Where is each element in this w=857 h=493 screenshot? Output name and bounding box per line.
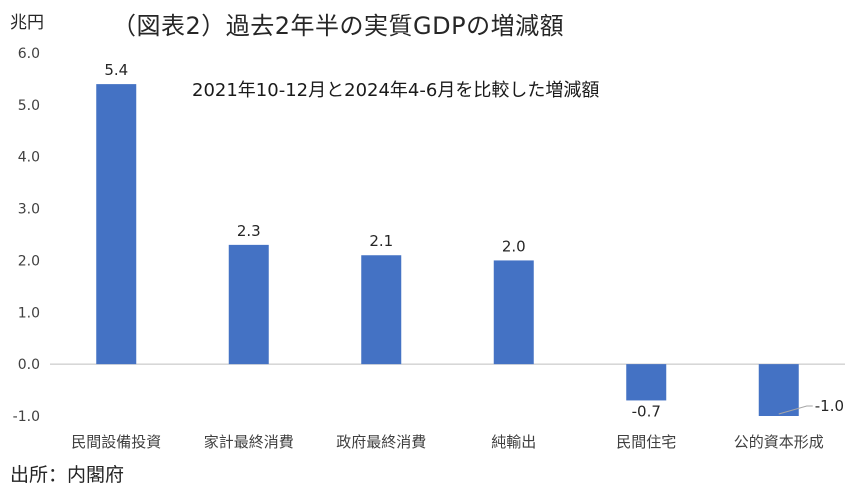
- source-note: 出所：内閣府: [10, 464, 125, 486]
- chart-subtitle: 2021年10-12月と2024年4-6月を比較した増減額: [192, 80, 599, 101]
- y-tick-label: 3.0: [18, 202, 40, 218]
- bar: [493, 260, 534, 365]
- bar: [361, 255, 402, 365]
- data-label: 2.3: [237, 222, 261, 240]
- category-label: 政府最終消費: [336, 433, 426, 451]
- category-label: 民間設備投資: [71, 433, 161, 451]
- data-labels: 5.4 2.3 2.1 2.0 -0.7 -1.0: [104, 61, 844, 420]
- data-label: -0.7: [632, 402, 661, 420]
- y-tick-label: -1.0: [13, 409, 40, 425]
- bars: [96, 84, 799, 416]
- bar: [626, 364, 667, 401]
- y-tick-label: 1.0: [18, 305, 40, 321]
- data-label: 5.4: [104, 61, 128, 79]
- chart-title: （図表2）過去2年半の実質GDPの増減額: [112, 12, 565, 40]
- category-label: 公的資本形成: [734, 433, 824, 451]
- bar: [758, 364, 799, 416]
- category-label: 純輸出: [491, 433, 536, 451]
- bar: [96, 84, 137, 365]
- category-label: 民間住宅: [616, 433, 676, 451]
- y-axis-unit: 兆円: [10, 13, 44, 33]
- y-tick-label: 6.0: [18, 46, 40, 62]
- y-tick-label: 5.0: [18, 98, 40, 114]
- data-label: 2.0: [502, 237, 526, 255]
- y-tick-label: 0.0: [18, 357, 40, 373]
- bar: [228, 244, 269, 365]
- category-labels: 民間設備投資 家計最終消費 政府最終消費 純輸出 民間住宅 公的資本形成: [71, 433, 824, 451]
- y-axis-ticks: -1.0 0.0 1.0 2.0 3.0 4.0 5.0 6.0: [13, 46, 40, 425]
- y-tick-label: 2.0: [18, 253, 40, 269]
- category-label: 家計最終消費: [204, 433, 294, 451]
- data-label-leader: [778, 405, 813, 415]
- data-label: -1.0: [815, 397, 844, 415]
- data-label: 2.1: [369, 232, 393, 250]
- y-tick-label: 4.0: [18, 150, 40, 166]
